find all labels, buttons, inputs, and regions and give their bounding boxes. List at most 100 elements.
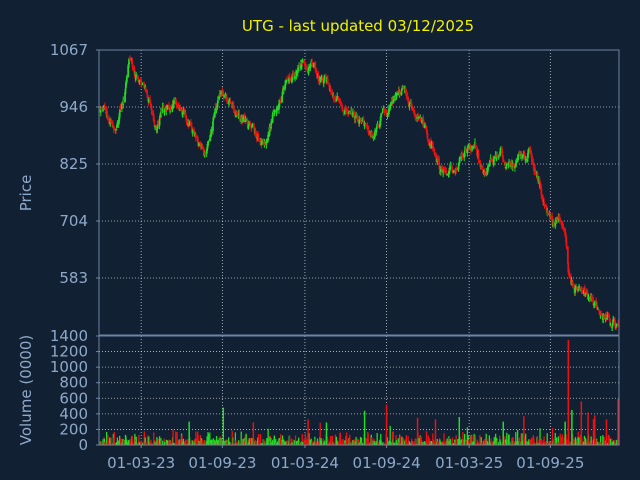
price-candle-down — [603, 314, 606, 319]
price-candle-down — [532, 161, 535, 165]
x-tick-label: 01-09-24 — [353, 454, 421, 472]
price-candle-down — [565, 241, 568, 247]
price-candle-down — [342, 109, 345, 114]
price-candle-up — [417, 116, 420, 118]
price-candle-down — [596, 304, 598, 309]
price-candle-down — [122, 101, 125, 103]
price-candle-down — [559, 218, 562, 222]
price-candle-down — [144, 87, 147, 92]
price-candle-up — [116, 122, 119, 126]
price-candle-up — [127, 65, 130, 77]
price-candle-up — [216, 100, 219, 104]
price-candle-down — [509, 161, 511, 166]
price-candle-up — [220, 92, 222, 95]
price-candle-up — [301, 60, 304, 63]
price-candle-down — [113, 127, 116, 130]
price-candle-up — [158, 118, 161, 126]
price-candle-down — [432, 147, 435, 149]
price-candle-up — [375, 129, 378, 133]
price-candle-down — [202, 147, 205, 151]
price-candle-up — [216, 104, 219, 108]
volume-tick-label: 0 — [78, 436, 88, 454]
price-candle-down — [289, 77, 292, 79]
price-candle-up — [537, 179, 540, 181]
price-candle-down — [107, 117, 109, 120]
price-candle-up — [355, 115, 357, 118]
price-candle-down — [100, 109, 103, 111]
price-candle-down — [257, 137, 260, 139]
price-candle-up — [387, 108, 390, 115]
price-candle-up — [446, 174, 449, 176]
price-candle-down — [600, 313, 602, 315]
price-candle-up — [514, 164, 517, 168]
price-candle-down — [571, 282, 574, 285]
price-candle-down — [112, 123, 114, 126]
price-candle-down — [608, 314, 611, 319]
price-candle-down — [179, 106, 182, 110]
price-candle-down — [326, 78, 329, 84]
price-candle-up — [171, 103, 174, 108]
price-candle-down — [119, 107, 122, 110]
price-candle-up — [430, 143, 433, 147]
price-candle-down — [249, 123, 252, 125]
price-candle-up — [374, 132, 376, 137]
price-candle-down — [426, 130, 428, 135]
price-candle-up — [135, 74, 138, 78]
price-candle-down — [184, 112, 187, 118]
price-candle-down — [330, 90, 332, 92]
price-candle-up — [611, 325, 614, 328]
price-candle-down — [168, 105, 170, 108]
price-candle-down — [450, 164, 453, 166]
price-candle-up — [295, 71, 298, 76]
x-tick-label: 01-03-24 — [271, 454, 339, 472]
price-candle-down — [177, 106, 180, 109]
price-candle-down — [246, 119, 249, 125]
price-candle-down — [556, 219, 558, 221]
price-candle-up — [358, 119, 361, 124]
price-candle-down — [106, 110, 108, 116]
price-candle-down — [292, 71, 295, 78]
price-candle-down — [364, 124, 367, 126]
price-candle-up — [587, 297, 590, 299]
price-candle-down — [315, 69, 318, 76]
price-candle-up — [471, 146, 474, 149]
price-candle-down — [226, 100, 229, 104]
price-candle-down — [565, 235, 567, 243]
price-candle-down — [317, 74, 320, 81]
price-candle-up — [247, 124, 250, 126]
price-candle-up — [323, 77, 326, 79]
x-tick-label: 01-09-25 — [516, 454, 584, 472]
price-candle-down — [333, 97, 335, 99]
price-candle-down — [298, 65, 301, 68]
volume-tick-label: 600 — [59, 389, 88, 407]
price-candle-up — [505, 163, 508, 166]
price-candle-down — [599, 311, 602, 315]
price-candle-up — [499, 148, 502, 153]
price-candle-down — [411, 107, 414, 110]
price-candle-up — [147, 99, 150, 102]
price-candle-up — [584, 293, 587, 295]
price-candle-down — [259, 139, 261, 142]
price-candle-up — [593, 301, 596, 305]
price-frame — [98, 49, 620, 336]
price-candle-up — [166, 105, 169, 109]
price-candle-up — [124, 92, 126, 103]
price-candle-up — [134, 77, 137, 80]
price-candle-up — [487, 165, 489, 171]
price-candle-down — [311, 62, 314, 65]
price-candle-up — [212, 121, 214, 131]
price-candle-up — [335, 99, 338, 101]
price-candle-up — [270, 121, 273, 126]
price-candle-up — [493, 156, 496, 159]
price-candle-up — [284, 83, 287, 89]
volume-axis-label: Volume (0000) — [17, 335, 35, 445]
price-candle-down — [399, 91, 401, 96]
x-tick-label: 01-09-23 — [188, 454, 256, 472]
price-candle-up — [242, 117, 244, 122]
price-candle-down — [367, 129, 370, 133]
price-candle-down — [544, 204, 547, 207]
price-candle-up — [188, 122, 191, 125]
price-candle-down — [523, 152, 526, 155]
